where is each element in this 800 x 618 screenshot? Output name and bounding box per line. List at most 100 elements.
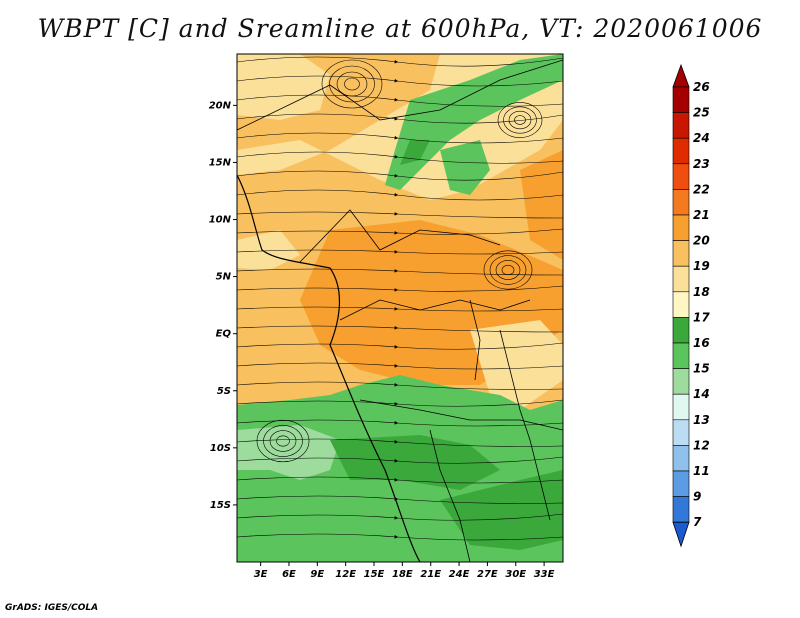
colorbar-label: 14 [693, 387, 710, 401]
colorbar-segment [672, 214, 690, 241]
vortex-north [344, 77, 360, 91]
vortex-east [489, 255, 527, 285]
streamline [237, 151, 563, 164]
colorbar-label: 18 [693, 285, 710, 299]
streamline [237, 495, 563, 504]
colorbar-segment [672, 393, 690, 421]
colorbar-label: 16 [693, 336, 710, 350]
map-frame [236, 53, 564, 563]
colorbar-label: 12 [693, 438, 710, 452]
lat-tick-label: 5S [217, 386, 231, 397]
lat-tick-label: 20N [209, 100, 232, 111]
vortex-northeast [497, 102, 543, 138]
wbpt-orange-region-east [520, 150, 563, 260]
colorbar-label: 9 [693, 490, 701, 504]
colorbar-segment [672, 86, 690, 113]
lon-tick-label: 21E [420, 569, 441, 580]
wbpt-green-band-north [385, 54, 563, 190]
colorbar-bottom-arrow [672, 521, 690, 548]
streamline [237, 94, 563, 107]
colorbar-segment [672, 137, 690, 165]
wbpt-darkgreen-region-southeast [440, 470, 563, 550]
coastlines-borders [237, 59, 563, 562]
colorbar-label: 7 [693, 515, 702, 529]
lon-tick-label: 33E [534, 569, 555, 580]
colorbar-segment [672, 419, 690, 446]
colorbar-segment [672, 496, 690, 523]
colorbar-label: 24 [693, 131, 710, 145]
lat-tick-label: 15N [209, 157, 232, 168]
lon-tick-label: 30E [505, 569, 526, 580]
colorbar-label: 23 [693, 157, 710, 171]
border-north [237, 59, 563, 131]
colorbar-label: 25 [693, 106, 710, 120]
colorbar-segment [672, 317, 690, 344]
vortex-southwest [256, 419, 310, 463]
streamline [237, 56, 563, 67]
vortex-southwest [276, 435, 290, 447]
vortex-north [329, 65, 375, 103]
streamline [237, 306, 563, 312]
colorbar-label: 17 [693, 310, 710, 324]
chart-title: WBPT [C] and Sreamline at 600hPa, VT: 20… [37, 14, 763, 43]
streamline [237, 362, 563, 370]
grads-credit: GrADS: IGES/COLA [5, 603, 99, 613]
streamline [237, 75, 563, 87]
wbpt-green-patch-north [440, 140, 490, 195]
colorbar-segment [672, 291, 690, 318]
streamline [237, 249, 563, 255]
streamline [237, 113, 563, 124]
streamline [237, 189, 563, 201]
lat-tick-label: 5N [216, 272, 232, 283]
colorbar-segment [672, 445, 690, 472]
wbpt-cream-region-west [237, 230, 300, 270]
streamline [237, 170, 563, 181]
colorbar-segment [672, 368, 690, 395]
border-central [299, 209, 501, 263]
streamline [237, 438, 563, 447]
streamline [237, 456, 563, 464]
colorbar-label: 15 [693, 362, 710, 376]
colorbar-segment [672, 163, 690, 190]
lon-tick-label: 12E [335, 569, 356, 580]
streamlines [237, 56, 563, 541]
lon-tick-label: 9E [310, 569, 324, 580]
streamline [237, 513, 563, 521]
vortex-east [501, 264, 515, 276]
coastline-west-africa [237, 174, 421, 562]
streamline [237, 476, 563, 484]
vortex-southwest [263, 425, 303, 457]
border-south-central [429, 429, 471, 562]
wbpt-cream-region-northwest [237, 54, 330, 120]
lat-tick-label: EQ [216, 329, 232, 340]
vortex-east [495, 260, 521, 280]
longitude-axis: 3E 6E 9E 12E 15E 18E 21E 24E 27E 30E 33E [254, 562, 555, 580]
colorbar-label: 13 [693, 413, 710, 427]
lon-tick-label: 6E [282, 569, 296, 580]
streamline [237, 381, 563, 390]
streamline [237, 211, 563, 219]
vortex-southwest [269, 430, 297, 452]
vortex-north [336, 71, 368, 97]
wbpt-cream-region-east [470, 320, 563, 410]
lat-tick-label: 10S [210, 443, 231, 454]
colorbar-segment [672, 112, 690, 139]
lon-tick-label: 27E [477, 569, 498, 580]
lon-tick-label: 15E [364, 569, 385, 580]
streamline [237, 342, 563, 350]
colorbar-top-arrow [672, 63, 690, 88]
colorbar-segment [672, 189, 690, 216]
colorbar-label: 11 [693, 464, 710, 478]
streamline [237, 325, 563, 333]
colorbar-label: 21 [693, 208, 710, 222]
border-equatorial [339, 299, 531, 321]
colorbar-segment [672, 342, 690, 369]
colorbar-segment [672, 470, 690, 497]
lat-tick-label: 10N [209, 215, 232, 226]
colorbar-label: 20 [693, 234, 710, 248]
vortex-north [321, 59, 383, 109]
wbpt-darkgreen-patch-north [400, 140, 430, 165]
vortex-northeast [508, 110, 532, 130]
colorbar: 26 25 24 23 22 21 20 19 18 17 16 15 14 13 12 11 9 7 [672, 63, 710, 548]
wbpt-darkgreen-region [330, 435, 500, 490]
